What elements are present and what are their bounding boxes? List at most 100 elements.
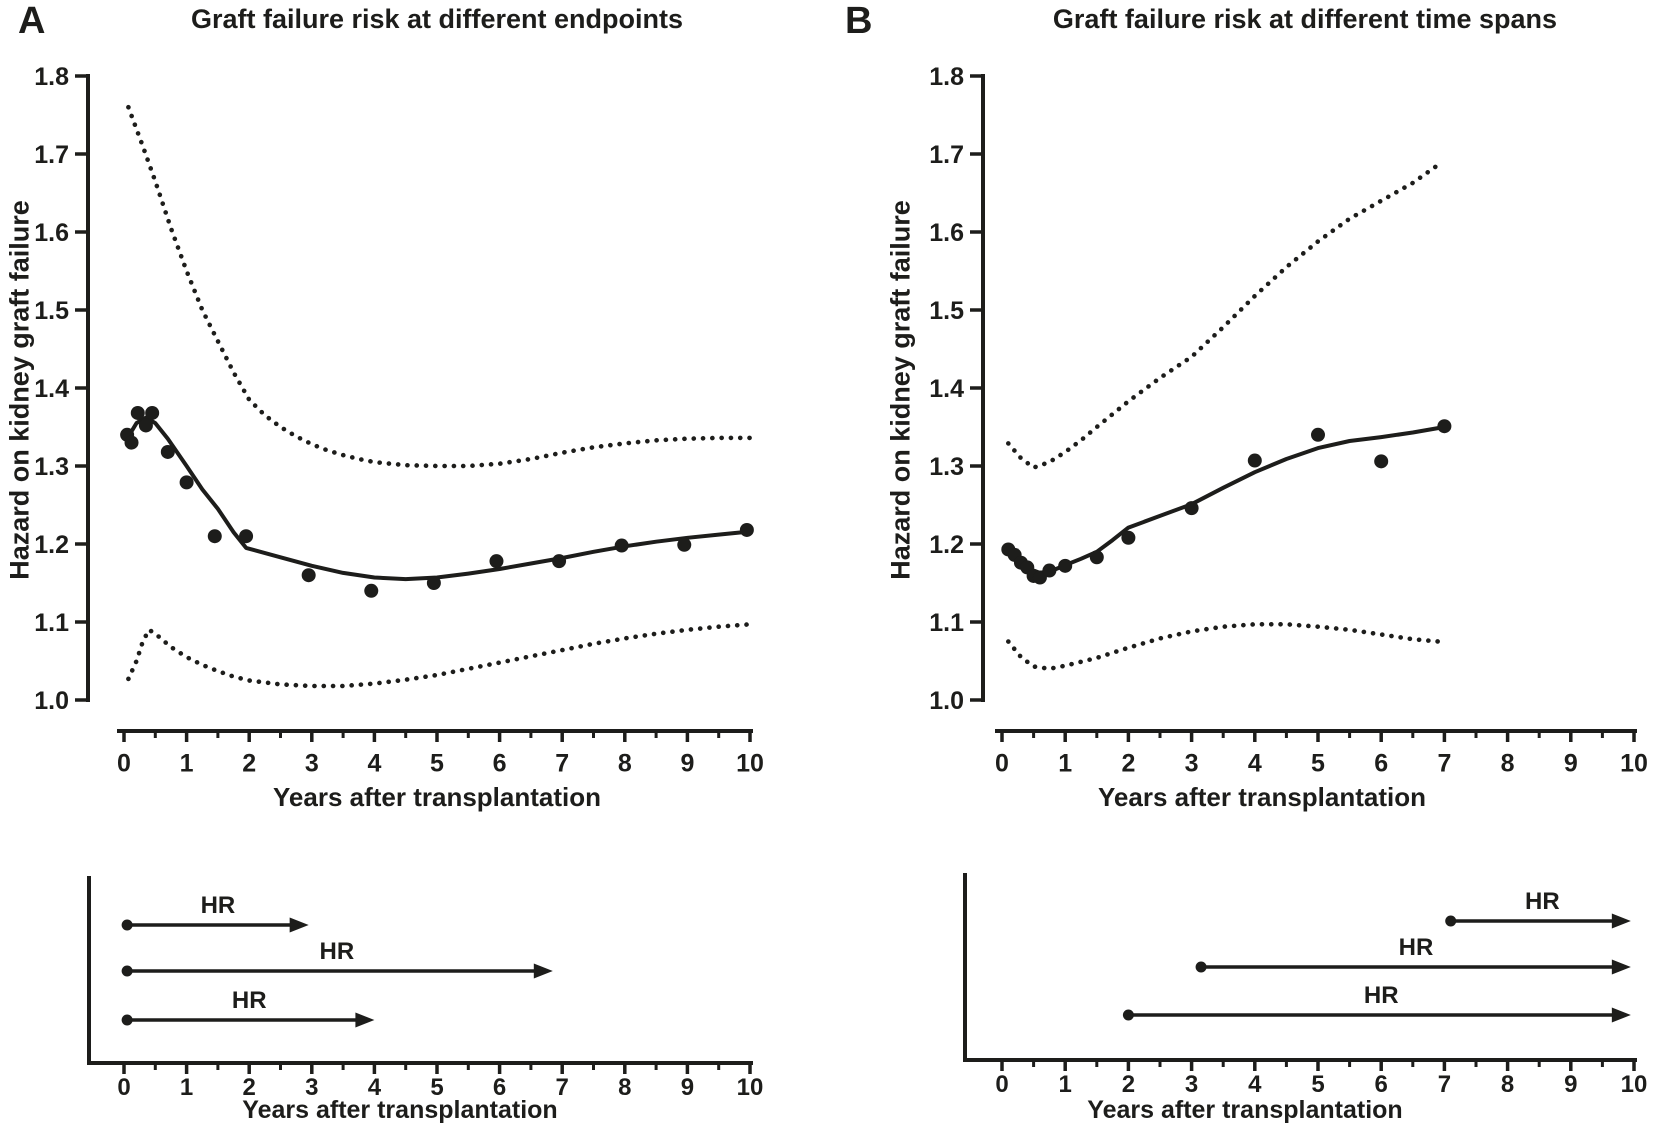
hr-arrowhead — [289, 917, 309, 933]
data-point — [614, 538, 629, 553]
upper-ci-band — [126, 104, 753, 469]
x-axis-label-b: Years after transplantation — [1098, 782, 1426, 812]
y-tick-label: 1.6 — [929, 219, 964, 247]
data-point — [364, 583, 379, 598]
x-tick-label: 5 — [430, 750, 444, 778]
x-tick-label: 1 — [180, 750, 194, 778]
panel-letter-b: B — [845, 0, 873, 42]
y-tick-label: 1.0 — [929, 687, 964, 715]
data-point — [301, 568, 316, 583]
x-tick-label: 2 — [1122, 1071, 1135, 1098]
y-tick-label: 1.8 — [929, 63, 964, 91]
y-tick-label: 1.4 — [929, 375, 964, 403]
y-tick-label: 1.8 — [34, 63, 69, 91]
data-point — [130, 405, 145, 420]
x-tick-label: 3 — [305, 1074, 318, 1101]
data-point — [207, 529, 222, 544]
x-tick-label: 9 — [681, 1074, 694, 1101]
hr-label: HR — [232, 987, 267, 1014]
x-tick-label: 0 — [995, 750, 1009, 778]
x-tick-label: 3 — [1185, 750, 1199, 778]
fit-line — [1006, 425, 1447, 575]
x-tick-label: 10 — [1620, 750, 1648, 778]
x-tick-label: 10 — [737, 1074, 764, 1101]
data-point — [1184, 501, 1199, 516]
y-tick-label: 1.7 — [929, 141, 964, 169]
x-tick-label: 4 — [1248, 1071, 1262, 1098]
x-tick-label: 7 — [555, 750, 569, 778]
x-tick-label: 2 — [242, 750, 256, 778]
data-point — [1042, 563, 1057, 578]
hr-arrow-start-dot — [121, 1014, 133, 1026]
timeline-x-axis-label-b: Years after transplantation — [1087, 1096, 1403, 1124]
x-tick-label: 7 — [556, 1074, 569, 1101]
data-point — [677, 537, 692, 552]
upper-ci-band — [1006, 162, 1441, 471]
hr-label: HR — [1399, 934, 1434, 961]
hr-arrowhead — [355, 1012, 375, 1028]
data-point — [145, 405, 160, 420]
y-tick-label: 1.6 — [34, 219, 69, 247]
x-tick-label: 9 — [1564, 1071, 1577, 1098]
hr-label: HR — [1525, 888, 1560, 915]
x-tick-label: 2 — [243, 1074, 256, 1101]
data-point — [1058, 558, 1073, 573]
data-point — [179, 475, 194, 490]
data-point — [1311, 427, 1325, 442]
x-tick-label: 10 — [736, 750, 764, 778]
x-tick-label: 5 — [1311, 750, 1325, 778]
data-point — [138, 418, 153, 433]
x-tick-label: 3 — [305, 750, 319, 778]
x-tick-label: 1 — [180, 1074, 193, 1101]
hr-arrow-start-dot — [1195, 961, 1207, 973]
x-tick-label: 6 — [493, 750, 507, 778]
x-tick-label: 1 — [1059, 1071, 1072, 1098]
hr-arrow-start-dot — [121, 965, 133, 977]
data-point — [160, 444, 175, 459]
timeline-x-axis-label-a: Years after transplantation — [242, 1096, 558, 1124]
x-tick-label: 7 — [1438, 1071, 1451, 1098]
y-tick-label: 1.5 — [929, 297, 964, 325]
hr-arrowhead — [1611, 1007, 1631, 1023]
x-tick-label: 8 — [618, 750, 632, 778]
x-tick-label: 2 — [1121, 750, 1135, 778]
x-tick-label: 4 — [367, 750, 381, 778]
y-axis-label-a: Hazard on kidney graft failure — [4, 200, 35, 580]
x-tick-label: 8 — [618, 1074, 631, 1101]
hr-label: HR — [201, 892, 236, 919]
y-tick-label: 1.3 — [929, 453, 964, 481]
hr-arrowhead — [1611, 959, 1631, 975]
data-point — [239, 529, 254, 544]
x-tick-label: 9 — [1564, 750, 1578, 778]
x-tick-label: 0 — [117, 750, 131, 778]
x-tick-label: 9 — [680, 750, 694, 778]
y-tick-label: 1.2 — [929, 531, 964, 559]
y-tick-label: 1.2 — [34, 531, 69, 559]
lower-ci-band — [126, 622, 753, 689]
x-axis-label-a: Years after transplantation — [273, 782, 601, 812]
hr-arrow-start-dot — [1445, 915, 1457, 927]
panel-letter-a: A — [18, 0, 46, 42]
x-tick-label: 4 — [368, 1074, 382, 1101]
chart-title-a: Graft failure risk at different endpoint… — [190, 4, 684, 34]
x-tick-label: 5 — [430, 1074, 443, 1101]
y-tick-label: 1.3 — [34, 453, 69, 481]
data-point — [739, 522, 754, 537]
y-tick-label: 1.4 — [34, 375, 69, 403]
lower-ci-band — [1006, 622, 1441, 672]
x-tick-label: 4 — [1248, 750, 1262, 778]
data-point — [552, 554, 567, 569]
x-tick-label: 0 — [117, 1074, 130, 1101]
hr-arrowhead — [533, 963, 553, 979]
y-tick-label: 1.1 — [34, 609, 69, 637]
data-point — [489, 554, 504, 569]
x-tick-label: 10 — [1621, 1071, 1648, 1098]
x-tick-label: 0 — [995, 1071, 1008, 1098]
y-tick-label: 1.5 — [34, 297, 69, 325]
x-tick-label: 5 — [1311, 1071, 1324, 1098]
x-tick-label: 8 — [1501, 750, 1515, 778]
chart-title-b: Graft failure risk at different time spa… — [1052, 4, 1558, 34]
hr-arrow-start-dot — [1122, 1009, 1134, 1021]
data-point — [1089, 550, 1104, 565]
